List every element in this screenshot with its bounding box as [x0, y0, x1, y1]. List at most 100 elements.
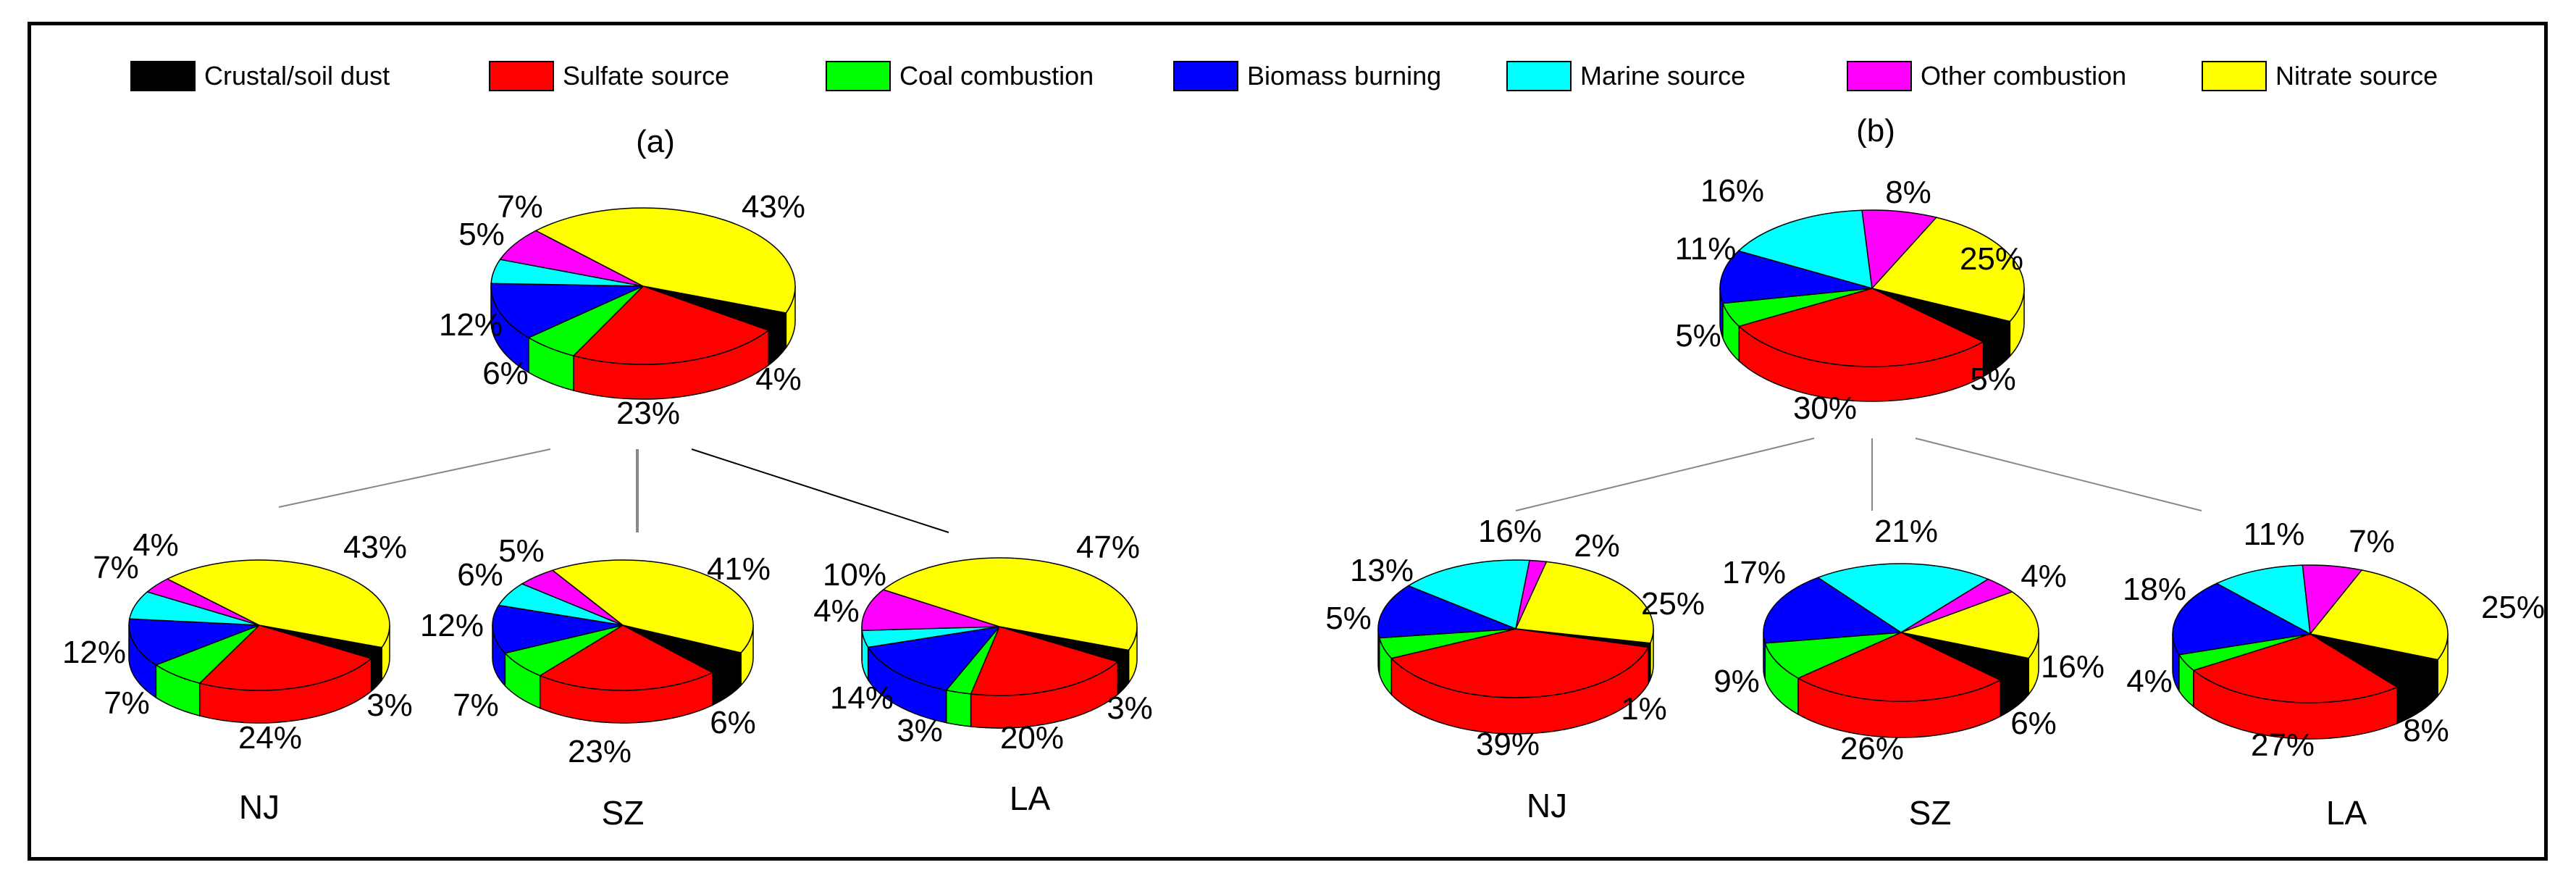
pie-0-2-site-label: SZ — [602, 794, 645, 832]
pie-1-2-label-2: 9% — [1713, 664, 1760, 699]
pie-0-1-label-3: 12% — [62, 635, 126, 670]
pie-0-3-site-label: LA — [1010, 780, 1051, 817]
pie-0-3-label-0: 3% — [1107, 690, 1153, 726]
pie-1-3-slice-6 — [2309, 569, 2449, 661]
pie-1-0-label-1: 30% — [1793, 390, 1857, 426]
pie-1-2-label-1: 26% — [1840, 731, 1904, 766]
legend-swatch-sulfate — [489, 61, 554, 91]
panel-title-1: (b) — [1856, 113, 1895, 149]
legend-item-sulfate: Sulfate source — [489, 58, 729, 94]
pie-0-0-slice-1 — [572, 285, 770, 365]
pie-1-3-label-4: 11% — [2244, 517, 2305, 552]
legend-label-biomass: Biomass burning — [1247, 61, 1442, 91]
pie-0-0-label-3: 12% — [439, 307, 503, 343]
pie-1-1-label-5: 2% — [1574, 528, 1620, 564]
pie-1-2-label-5: 4% — [2021, 559, 2067, 594]
legend-swatch-nitrate — [2202, 61, 2267, 91]
pie-1-1-label-4: 16% — [1478, 514, 1542, 549]
legend-swatch-biomass — [1173, 61, 1238, 91]
connector-1-0 — [1515, 438, 1815, 511]
legend-label-coal: Coal combustion — [899, 61, 1094, 91]
pie-1-3-label-3: 18% — [2123, 572, 2186, 607]
pie-0-3-label-1: 20% — [1000, 720, 1064, 756]
legend-label-other: Other combustion — [1921, 61, 2127, 91]
pie-1-0-label-0: 5% — [1970, 361, 2016, 397]
pie-1-2-slice-1 — [1797, 632, 2002, 702]
pie-0-2-label-3: 12% — [420, 608, 484, 643]
legend-label-sulfate: Sulfate source — [563, 61, 730, 91]
pie-1-3-label-2: 4% — [2126, 664, 2173, 699]
panel-title-0: (a) — [636, 124, 675, 159]
pie-1-1-label-2: 5% — [1325, 601, 1372, 636]
pie-1-3-label-5: 7% — [2349, 524, 2395, 559]
pie-0-2-slice-1 — [539, 624, 714, 691]
pie-0-2-label-2: 7% — [453, 688, 499, 723]
pie-0-0-slice-3 — [490, 283, 644, 338]
legend-item-other: Other combustion — [1847, 58, 2126, 94]
pie-0-2-label-0: 6% — [710, 705, 756, 740]
pie-0-3-label-3: 14% — [830, 680, 894, 716]
pie-1-1-label-0: 1% — [1621, 691, 1667, 727]
legend-swatch-coal — [826, 61, 891, 91]
pie-1-0-slice-5 — [1861, 209, 1938, 290]
pie-0-2-label-1: 23% — [568, 734, 632, 769]
pie-1-3-label-6: 25% — [2481, 590, 2545, 625]
pie-1-2-label-6: 16% — [2041, 649, 2105, 685]
pie-0-3-slice-6 — [882, 557, 1138, 651]
legend-item-biomass: Biomass burning — [1173, 58, 1441, 94]
pie-0-2-label-5: 5% — [498, 533, 545, 569]
legend-item-marine: Marine source — [1506, 58, 1745, 94]
pie-1-1-label-6: 25% — [1641, 586, 1705, 622]
pie-1-3-slice-1 — [2192, 633, 2399, 703]
pie-0-0-slice-6 — [534, 207, 796, 314]
pie-1-3-site-label: LA — [2326, 794, 2367, 832]
pie-0-1-label-0: 3% — [366, 688, 413, 723]
legend-item-crustal: Crustal/soil dust — [130, 58, 390, 94]
pie-0-1-label-6: 43% — [343, 530, 407, 565]
connector-0-0 — [278, 448, 551, 508]
pie-0-3-label-5: 10% — [823, 557, 886, 593]
pie-1-2-label-4: 21% — [1874, 514, 1938, 549]
pie-1-0-slice-1 — [1737, 288, 1985, 367]
connector-0-2 — [691, 448, 949, 533]
pie-1-0-slice-6 — [1871, 217, 2025, 322]
pie-1-0-slice-3 — [1719, 250, 1873, 304]
pie-0-3-wall-2 — [946, 689, 972, 727]
pie-1-1-slice-1 — [1390, 628, 1650, 698]
pie-1-2-site-label: SZ — [1909, 794, 1952, 832]
pie-0-3-label-6: 47% — [1076, 530, 1140, 565]
legend-label-nitrate: Nitrate source — [2275, 61, 2438, 91]
pie-1-0-slice-4 — [1737, 209, 1873, 290]
pie-0-1-label-1: 24% — [238, 720, 302, 756]
legend: Crustal/soil dust Sulfate source Coal co… — [130, 58, 2520, 94]
pie-1-2-slice-2 — [1764, 632, 1902, 679]
pie-1-2-label-3: 17% — [1722, 555, 1786, 590]
pie-0-3-label-2: 3% — [897, 713, 943, 748]
pie-0-0-label-1: 23% — [616, 396, 680, 431]
pie-0-3-slice-1 — [970, 626, 1119, 696]
figure-frame — [28, 22, 2548, 861]
pie-0-2-slice-6 — [551, 559, 754, 653]
pie-0-0-label-4: 5% — [458, 217, 505, 252]
pie-1-3-slice-4 — [2215, 564, 2311, 635]
connector-1-2 — [1915, 438, 2202, 511]
legend-swatch-other — [1847, 61, 1912, 91]
pie-0-1-label-5: 4% — [133, 527, 179, 563]
pie-0-2-label-6: 41% — [707, 551, 771, 587]
pie-1-0-label-4: 16% — [1700, 173, 1764, 209]
pie-0-0-label-5: 7% — [497, 189, 543, 225]
pie-1-2-slice-4 — [1816, 563, 1989, 633]
pie-1-1-slice-3 — [1377, 585, 1516, 639]
pie-1-3-label-1: 27% — [2251, 727, 2315, 763]
pie-1-1-label-3: 13% — [1350, 553, 1414, 588]
pie-0-0-label-6: 43% — [742, 189, 805, 225]
pie-1-1-slice-4 — [1407, 559, 1530, 630]
pie-1-1-slice-6 — [1514, 561, 1654, 644]
pie-0-1-slice-3 — [128, 618, 260, 666]
legend-item-nitrate: Nitrate source — [2202, 58, 2438, 94]
legend-swatch-crustal — [130, 61, 196, 91]
legend-label-crustal: Crustal/soil dust — [204, 61, 390, 91]
pie-0-1-slice-6 — [166, 559, 390, 648]
pie-1-3-slice-3 — [2172, 582, 2312, 656]
